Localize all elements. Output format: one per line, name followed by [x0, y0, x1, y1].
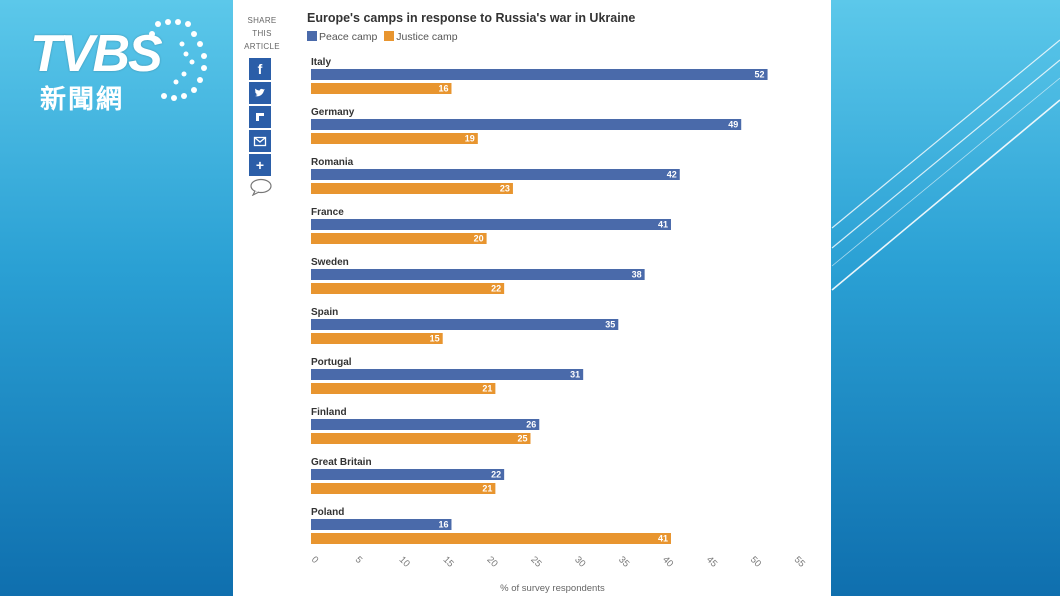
bar	[311, 419, 540, 430]
email-share-button[interactable]	[249, 130, 271, 152]
category-label: Germany	[311, 107, 355, 118]
bar	[311, 283, 505, 294]
share-label-line: SHARE	[247, 16, 277, 25]
bar	[311, 333, 443, 344]
bar-value-label: 22	[491, 284, 501, 294]
bar	[311, 233, 487, 244]
bar	[311, 519, 452, 530]
bar	[311, 219, 671, 230]
bar	[311, 533, 671, 544]
bar	[311, 383, 496, 394]
legend-label: Peace camp	[319, 31, 378, 43]
category-label: Poland	[311, 507, 344, 518]
bar-value-label: 49	[728, 120, 738, 130]
bar	[311, 483, 496, 494]
bar-value-label: 52	[755, 70, 765, 80]
x-tick-label: 5	[353, 554, 365, 566]
legend-swatch-peace	[307, 31, 317, 41]
share-label-line: ARTICLE	[244, 42, 280, 51]
share-label: SHARE THIS ARTICLE	[244, 14, 280, 53]
bar-value-label: 21	[482, 484, 492, 494]
comment-icon[interactable]	[249, 178, 273, 196]
x-tick-label: 30	[572, 554, 587, 569]
x-tick-label: 20	[484, 554, 499, 569]
bar-value-label: 31	[570, 370, 580, 380]
bar	[311, 319, 619, 330]
tvbs-logo: TVBS 新聞網	[28, 16, 218, 126]
x-tick-label: 45	[704, 554, 719, 569]
category-label: Portugal	[311, 357, 352, 368]
legend-item-justice: Justice camp	[384, 31, 458, 43]
bar	[311, 69, 768, 80]
x-tick-label: 25	[528, 554, 543, 569]
twitter-icon	[255, 88, 265, 97]
bar	[311, 369, 584, 380]
bar	[311, 269, 645, 280]
bar-value-label: 41	[658, 534, 668, 544]
category-label: Great Britain	[311, 457, 372, 468]
category-label: Italy	[311, 57, 331, 68]
bar-value-label: 22	[491, 470, 501, 480]
bar-value-label: 19	[465, 134, 475, 144]
x-tick-label: 50	[748, 554, 763, 569]
logo-dots-icon	[149, 19, 207, 101]
bar-value-label: 21	[482, 384, 492, 394]
bar-value-label: 26	[526, 420, 536, 430]
twitter-share-button[interactable]	[249, 82, 271, 104]
bar	[311, 133, 478, 144]
legend-swatch-justice	[384, 31, 395, 41]
bar	[311, 119, 742, 130]
bar-value-label: 23	[500, 184, 510, 194]
x-tick-label: 15	[441, 554, 456, 569]
logo-subtitle: 新聞網	[40, 84, 125, 114]
share-label-line: THIS	[252, 29, 272, 38]
bar-value-label: 15	[430, 334, 440, 344]
bar-value-label: 38	[632, 270, 642, 280]
x-tick-label: 35	[616, 554, 631, 569]
category-label: Finland	[311, 407, 347, 418]
chart-title: Europe's camps in response to Russia's w…	[307, 11, 636, 25]
chart-legend: Peace camp Justice camp	[307, 31, 462, 43]
logo-wordmark: TVBS	[30, 25, 163, 83]
bar-value-label: 16	[438, 84, 448, 94]
legend-label: Justice camp	[396, 31, 458, 43]
email-icon	[253, 136, 267, 147]
article-frame	[233, 0, 831, 596]
bar	[311, 183, 513, 194]
legend-item-peace: Peace camp	[307, 31, 377, 43]
category-label: France	[311, 207, 344, 218]
category-label: Spain	[311, 307, 338, 318]
category-label: Romania	[311, 157, 354, 168]
bar-value-label: 35	[605, 320, 615, 330]
facebook-icon: f	[257, 61, 263, 77]
flipboard-icon	[256, 113, 264, 121]
bar	[311, 469, 505, 480]
bar	[311, 433, 531, 444]
bar-value-label: 41	[658, 220, 668, 230]
facebook-share-button[interactable]: f	[249, 58, 271, 80]
more-share-button[interactable]: +	[249, 154, 271, 176]
category-label: Sweden	[311, 257, 349, 268]
bar	[311, 169, 680, 180]
bar-value-label: 42	[667, 170, 677, 180]
bar-value-label: 25	[517, 434, 527, 444]
flipboard-share-button[interactable]	[249, 106, 271, 128]
bar-value-label: 20	[474, 234, 484, 244]
x-tick-label: 55	[792, 554, 807, 569]
plus-icon: +	[255, 157, 265, 173]
bar-value-label: 16	[438, 520, 448, 530]
x-tick-label: 40	[660, 554, 675, 569]
bar	[311, 83, 452, 94]
x-axis-label: % of survey respondents	[500, 583, 605, 594]
x-tick-label: 10	[397, 554, 412, 569]
x-tick-label: 0	[309, 554, 321, 566]
